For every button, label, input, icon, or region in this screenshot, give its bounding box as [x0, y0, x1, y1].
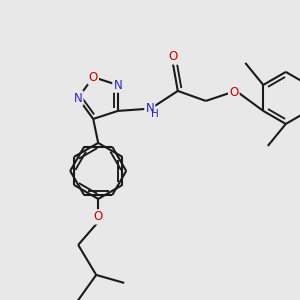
Text: N: N	[74, 92, 82, 104]
Text: N: N	[146, 102, 154, 116]
Text: O: O	[88, 70, 98, 84]
Text: O: O	[229, 86, 239, 99]
Text: N: N	[113, 79, 122, 92]
Text: H: H	[151, 109, 159, 119]
Text: O: O	[168, 50, 177, 63]
Text: O: O	[94, 210, 103, 224]
